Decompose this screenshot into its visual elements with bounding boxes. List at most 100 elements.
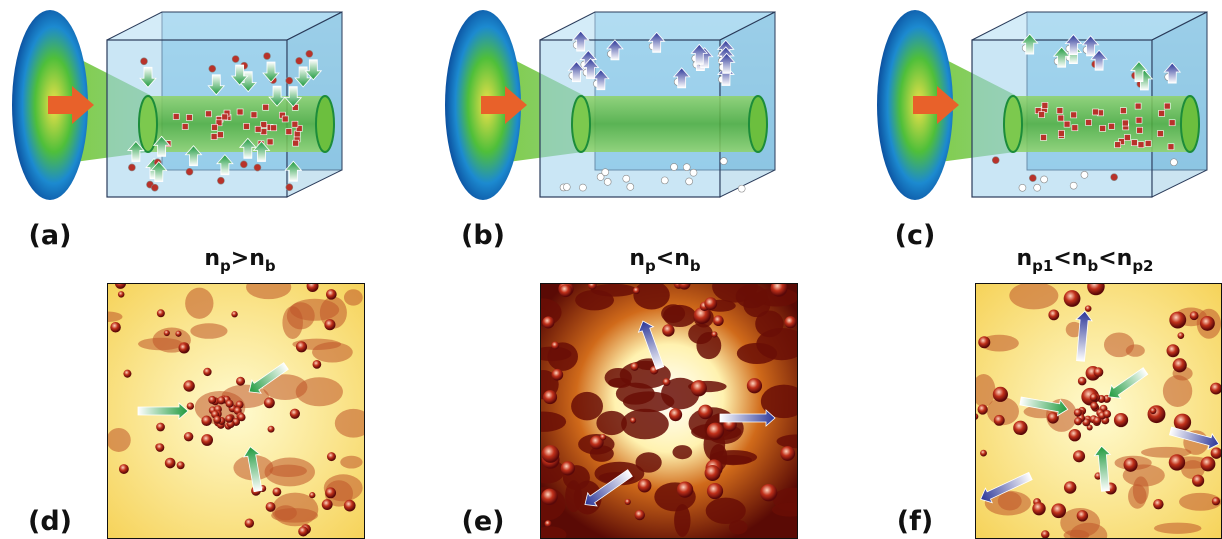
particle (1134, 102, 1142, 110)
bead (706, 422, 725, 440)
blob (735, 284, 768, 309)
condition-term: n (1072, 246, 1088, 271)
particle (1040, 134, 1047, 141)
arrow-shape (284, 160, 303, 182)
bead (693, 307, 711, 325)
bead (312, 360, 322, 369)
bead (1211, 497, 1221, 506)
blob (705, 497, 746, 525)
particle (1122, 119, 1129, 127)
condition-term: n (249, 246, 265, 271)
blob (1141, 446, 1192, 458)
bead (704, 297, 718, 311)
particle (1110, 173, 1118, 181)
bead (588, 283, 597, 290)
arrow (184, 145, 203, 167)
particle (243, 123, 250, 130)
bead (123, 369, 132, 378)
arrow-shape (980, 471, 1033, 504)
blob (540, 526, 567, 539)
beam-arrow (481, 86, 527, 124)
particle (1029, 174, 1037, 182)
particle (1040, 175, 1048, 184)
bead (175, 330, 182, 337)
arrow-shape (567, 61, 586, 83)
condition-term: n (1016, 246, 1032, 271)
blob (1162, 375, 1193, 407)
bead (770, 283, 788, 297)
bead (634, 509, 645, 521)
arrow-shape (137, 402, 189, 420)
bead (217, 396, 226, 405)
bead (267, 425, 275, 433)
arrow (149, 161, 168, 183)
particle (253, 163, 262, 172)
beam-end (571, 95, 591, 153)
particle (1108, 122, 1115, 130)
particle (186, 114, 193, 121)
arrow (637, 320, 665, 370)
arrow (252, 140, 271, 162)
particle (1170, 158, 1178, 167)
bead (1093, 367, 1104, 378)
blob (290, 298, 340, 321)
particle (270, 124, 278, 132)
schematic (877, 10, 1208, 200)
bead (662, 324, 675, 337)
bead (1013, 420, 1028, 436)
bead (326, 289, 337, 300)
arrow-shape (1019, 396, 1069, 417)
bead (1199, 315, 1215, 331)
blob (674, 504, 691, 537)
arrow (137, 402, 189, 420)
bead (690, 380, 707, 397)
particle (250, 111, 258, 119)
particle (626, 183, 635, 191)
blob (622, 391, 675, 413)
particle (660, 176, 669, 185)
arrow (980, 471, 1033, 504)
bead (183, 380, 195, 392)
bead (321, 499, 333, 510)
particle (285, 76, 294, 85)
blob (565, 480, 582, 513)
blob (107, 428, 131, 452)
bead (1041, 530, 1050, 539)
bead (1189, 311, 1199, 321)
beam-arrow (913, 86, 959, 124)
bead (589, 435, 604, 450)
particle (1163, 102, 1171, 110)
bead (1168, 454, 1186, 471)
arrow (1163, 62, 1182, 84)
arrow (1064, 34, 1083, 56)
arrow (126, 140, 145, 162)
bead (630, 362, 639, 371)
blob (696, 331, 722, 360)
particle (128, 163, 136, 172)
arrow (284, 160, 303, 182)
bead (1089, 393, 1098, 402)
blob (269, 464, 307, 478)
arrow-shape (719, 409, 776, 427)
bead (760, 484, 778, 502)
bead (1153, 498, 1164, 510)
bead (784, 316, 797, 329)
particle (240, 160, 248, 169)
bead (1169, 311, 1187, 329)
blob (107, 311, 123, 323)
beam-end (748, 95, 768, 153)
blob (975, 373, 996, 407)
particle (737, 184, 746, 193)
particle (305, 50, 314, 58)
bead (225, 414, 234, 423)
arrow-shape (252, 140, 271, 162)
bead (669, 408, 683, 422)
bead (176, 461, 185, 470)
micrograph (107, 283, 365, 539)
condition-term: n (204, 246, 220, 271)
particle (281, 115, 289, 123)
micrograph (975, 283, 1222, 539)
arrow-shape (606, 39, 624, 61)
arrow (238, 137, 257, 159)
